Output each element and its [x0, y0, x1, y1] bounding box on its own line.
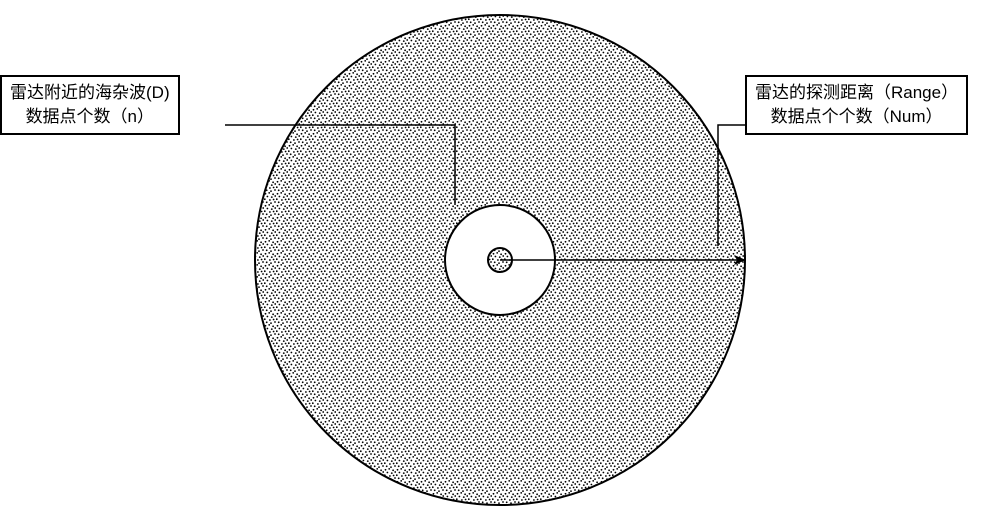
- radar-diagram: 雷达附近的海杂波(D) 数据点个数（n） 雷达的探测距离（Range） 数据点个…: [0, 0, 1000, 516]
- label-sea-clutter: 雷达附近的海杂波(D) 数据点个数（n）: [0, 75, 180, 135]
- label-left-line2: 数据点个数（n）: [10, 105, 170, 129]
- label-right-line1: 雷达的探测距离（Range）: [755, 81, 958, 105]
- label-right-line2: 数据点个个数（Num）: [755, 105, 958, 129]
- label-left-line1: 雷达附近的海杂波(D): [10, 81, 170, 105]
- label-detection-range: 雷达的探测距离（Range） 数据点个个数（Num）: [745, 75, 968, 135]
